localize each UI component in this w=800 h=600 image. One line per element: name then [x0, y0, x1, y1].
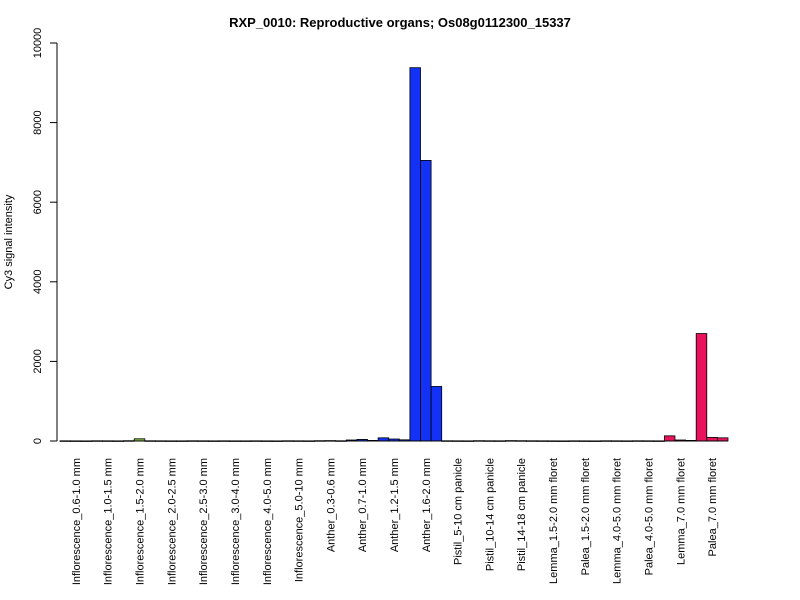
x-tick-label: Inflorescence_0.6-1.0 mm: [71, 458, 83, 585]
bars: [59, 67, 729, 442]
bar: [420, 160, 432, 442]
x-tick-label: Anther_0.3-0.6 mm: [325, 458, 337, 552]
chart-title: RXP_0010: Reproductive organs; Os08g0112…: [229, 15, 571, 30]
y-tick-label: 6000: [32, 190, 44, 214]
y-tick-label: 0: [32, 438, 44, 444]
x-tick-label: Pistil_5-10 cm panicle: [453, 458, 465, 565]
x-tick-label: Anther_1.6-2.0 mm: [421, 458, 433, 552]
x-tick-label: Lemma_7.0 mm floret: [675, 458, 687, 565]
x-tick-label: Inflorescence_2.5-3.0 mm: [198, 458, 210, 585]
x-tick-label: Palea_7.0 mm floret: [707, 458, 719, 556]
bar: [409, 67, 421, 442]
x-tick-label: Inflorescence_1.0-1.5 mm: [103, 458, 115, 585]
bar: [695, 333, 708, 442]
x-tick-label: Anther_1.2-1.5 mm: [389, 458, 401, 552]
x-tick-label: Lemma_1.5-2.0 mm floret: [548, 458, 560, 584]
x-tick-label: Inflorescence_4.0-5.0 mm: [262, 458, 274, 585]
x-tick-label: Inflorescence_3.0-4.0 mm: [230, 458, 242, 585]
x-tick-label: Palea_1.5-2.0 mm floret: [580, 458, 592, 575]
y-tick-label: 4000: [32, 270, 44, 294]
y-tick-label: 2000: [32, 349, 44, 373]
x-tick-label: Inflorescence_5.0-10 mm: [294, 458, 306, 582]
y-tick-label: 8000: [32, 110, 44, 134]
x-tick-label: Anther_0.7-1.0 mm: [357, 458, 369, 552]
x-tick-label: Pistil_10-14 cm panicle: [484, 458, 496, 571]
x-tick-label: Inflorescence_2.0-2.5 mm: [166, 458, 178, 585]
y-tick-label: 10000: [32, 28, 44, 59]
bar: [706, 437, 718, 442]
x-axis: Inflorescence_0.6-1.0 mm Inflorescence_1.…: [60, 440, 728, 585]
y-axis: 0 2000 4000 6000 8000 10000: [32, 28, 58, 444]
x-tick-label: Inflorescence_1.5-2.0 mm: [135, 458, 147, 585]
x-tick-label: Palea_4.0-5.0 mm floret: [643, 458, 655, 575]
bar: [430, 386, 443, 442]
y-axis-label: Cy3 signal intensity: [3, 194, 15, 289]
x-tick-label: Pistil_14-18 cm panicle: [516, 458, 528, 571]
bar: [663, 435, 676, 442]
x-tick-label: Lemma_4.0-5.0 mm floret: [612, 458, 624, 584]
